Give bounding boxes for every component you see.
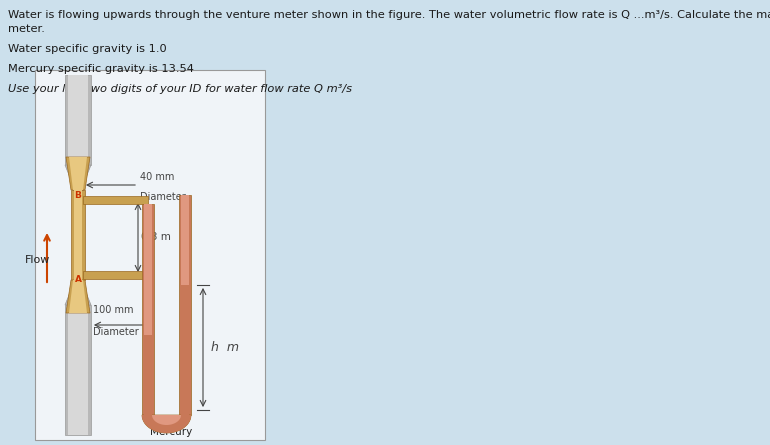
Text: Use your last two digits of your ID for water flow rate Q m³/s: Use your last two digits of your ID for … bbox=[8, 84, 352, 94]
Text: Water is flowing upwards through the venture meter shown in the figure. The wate: Water is flowing upwards through the ven… bbox=[8, 10, 770, 20]
Bar bbox=[83, 271, 148, 279]
Bar bbox=[75, 185, 82, 285]
Bar bbox=[83, 196, 148, 204]
Polygon shape bbox=[69, 157, 87, 190]
Polygon shape bbox=[142, 415, 191, 433]
Text: Diameter: Diameter bbox=[93, 327, 139, 337]
Text: 40 mm: 40 mm bbox=[140, 172, 174, 182]
Bar bbox=[71, 190, 85, 280]
Polygon shape bbox=[66, 280, 90, 313]
Polygon shape bbox=[152, 415, 181, 425]
Bar bbox=[74, 190, 82, 280]
Polygon shape bbox=[69, 280, 87, 313]
Bar bbox=[35, 70, 265, 440]
Bar bbox=[179, 195, 191, 415]
Bar bbox=[144, 204, 152, 415]
Bar bbox=[144, 335, 152, 415]
Polygon shape bbox=[142, 415, 191, 433]
Text: B: B bbox=[75, 190, 82, 199]
Text: Mercury: Mercury bbox=[150, 427, 192, 437]
Polygon shape bbox=[68, 285, 88, 305]
Text: Mercury specific gravity is 13.54: Mercury specific gravity is 13.54 bbox=[8, 64, 194, 74]
Text: h  m: h m bbox=[211, 341, 239, 354]
Text: meter.: meter. bbox=[8, 24, 45, 34]
Polygon shape bbox=[65, 285, 91, 305]
Text: Flow: Flow bbox=[25, 255, 50, 265]
Bar bbox=[181, 195, 189, 415]
Polygon shape bbox=[65, 165, 91, 185]
Polygon shape bbox=[152, 415, 181, 425]
Bar bbox=[73, 185, 83, 285]
Bar bbox=[181, 285, 189, 415]
Bar bbox=[65, 305, 91, 435]
Text: A: A bbox=[75, 275, 82, 284]
Text: Water specific gravity is 1.0: Water specific gravity is 1.0 bbox=[8, 44, 167, 54]
Polygon shape bbox=[68, 165, 88, 185]
Bar bbox=[68, 305, 88, 435]
Bar bbox=[142, 204, 154, 415]
Text: Diameter: Diameter bbox=[140, 192, 186, 202]
Polygon shape bbox=[66, 157, 90, 190]
Bar bbox=[68, 75, 88, 165]
Text: 0.3 m: 0.3 m bbox=[141, 232, 171, 243]
Text: 100 mm: 100 mm bbox=[93, 305, 133, 315]
Bar bbox=[65, 75, 91, 165]
